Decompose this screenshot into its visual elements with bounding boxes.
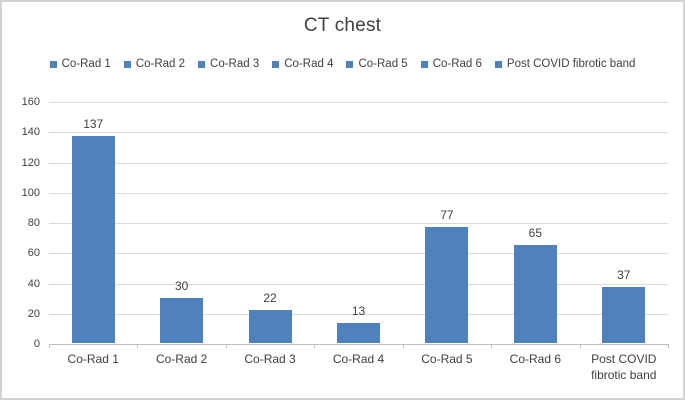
legend-marker-icon xyxy=(49,60,57,68)
bar-post-covid-fibrotic-band xyxy=(602,287,646,343)
bar-value-label: 13 xyxy=(351,304,366,319)
bar-co-rad-3 xyxy=(248,309,292,343)
gridline xyxy=(49,132,668,134)
gridline xyxy=(49,313,668,315)
legend-label: Co-Rad 3 xyxy=(210,58,260,70)
y-axis-tick-label: 160 xyxy=(21,96,40,108)
plot-area: 0 20 40 60 80 100 120 140 160 137 Co-Rad 1 30 Co-Rad… xyxy=(22,96,669,382)
bar-co-rad-4 xyxy=(337,323,380,343)
x-axis-line xyxy=(49,344,668,345)
x-axis-category-label: Co-Rad 4 xyxy=(332,352,385,366)
y-axis-tick-label: 80 xyxy=(27,217,40,229)
x-axis-tick xyxy=(579,344,581,348)
y-axis-tick-label: 100 xyxy=(21,186,40,199)
x-axis-category-label: Post COVID fibrotic band xyxy=(591,352,657,382)
x-axis-tick xyxy=(314,344,316,348)
gridline xyxy=(49,192,668,194)
legend-item-co-rad-5: Co-Rad 5 xyxy=(346,58,408,70)
bar-co-rad-6 xyxy=(513,244,557,343)
gridline xyxy=(49,223,668,224)
gridline xyxy=(49,162,668,164)
legend-item-co-rad-4: Co-Rad 4 xyxy=(272,58,333,70)
y-axis-tick-label: 0 xyxy=(33,338,40,350)
legend-marker-icon xyxy=(346,60,354,68)
x-axis-category-label: Co-Rad 2 xyxy=(155,352,208,366)
x-axis-category-label: Co-Rad 6 xyxy=(509,352,562,366)
x-axis-tick xyxy=(668,344,669,348)
legend: Co-Rad 1 Co-Rad 2 Co-Rad 3 Co-Rad 4 Co-Rad 5… xyxy=(2,58,683,70)
legend-marker-icon xyxy=(272,60,280,68)
legend-label: Co-Rad 4 xyxy=(284,58,334,70)
y-axis-tick-label: 60 xyxy=(27,247,40,260)
legend-item-co-rad-1: Co-Rad 1 xyxy=(49,58,111,70)
y-axis-tick-label: 40 xyxy=(27,277,40,290)
legend-label: Co-Rad 1 xyxy=(61,58,111,70)
bar-value-label: 37 xyxy=(617,268,631,283)
x-axis-category-label: Co-Rad 5 xyxy=(421,352,473,366)
x-axis-tick xyxy=(491,344,493,348)
legend-label: Co-Rad 6 xyxy=(432,58,482,70)
legend-item-co-rad-6: Co-Rad 6 xyxy=(420,58,482,70)
legend-item-co-rad-2: Co-Rad 2 xyxy=(123,58,186,70)
legend-item-post-covid-fibrotic-band: Post COVID fibrotic band xyxy=(494,58,636,70)
y-axis-tick-label: 120 xyxy=(21,156,40,169)
legend-marker-icon xyxy=(494,60,502,68)
legend-marker-icon xyxy=(123,60,131,68)
chart-title: CT chest xyxy=(303,15,382,36)
legend-label: Co-Rad 2 xyxy=(135,58,186,70)
legend-marker-icon xyxy=(198,60,206,68)
gridline xyxy=(49,102,668,103)
bar-value-label: 137 xyxy=(83,116,104,131)
y-axis-tick-label: 140 xyxy=(21,126,40,139)
bar-value-label: 22 xyxy=(263,290,277,305)
legend-label: Co-Rad 5 xyxy=(358,58,408,70)
gridline xyxy=(49,253,668,255)
bar-co-rad-2 xyxy=(160,297,204,343)
x-axis-category-label: Co-Rad 1 xyxy=(67,352,119,366)
legend-marker-icon xyxy=(420,60,428,68)
bar-value-label: 65 xyxy=(528,225,543,240)
gridline xyxy=(49,283,668,285)
legend-item-co-rad-3: Co-Rad 3 xyxy=(198,58,259,70)
bar-co-rad-1 xyxy=(71,135,115,343)
bar-value-label: 30 xyxy=(174,278,189,293)
bar-co-rad-5 xyxy=(425,226,469,343)
x-axis-tick xyxy=(225,344,227,348)
x-axis-tick xyxy=(402,344,404,348)
x-axis-tick xyxy=(137,344,139,348)
bar-value-label: 77 xyxy=(440,207,454,222)
x-axis-category-label: Co-Rad 3 xyxy=(244,352,296,366)
x-axis-tick xyxy=(49,344,50,348)
y-axis-tick-label: 20 xyxy=(27,307,40,320)
legend-label: Post COVID fibrotic band xyxy=(506,58,636,70)
